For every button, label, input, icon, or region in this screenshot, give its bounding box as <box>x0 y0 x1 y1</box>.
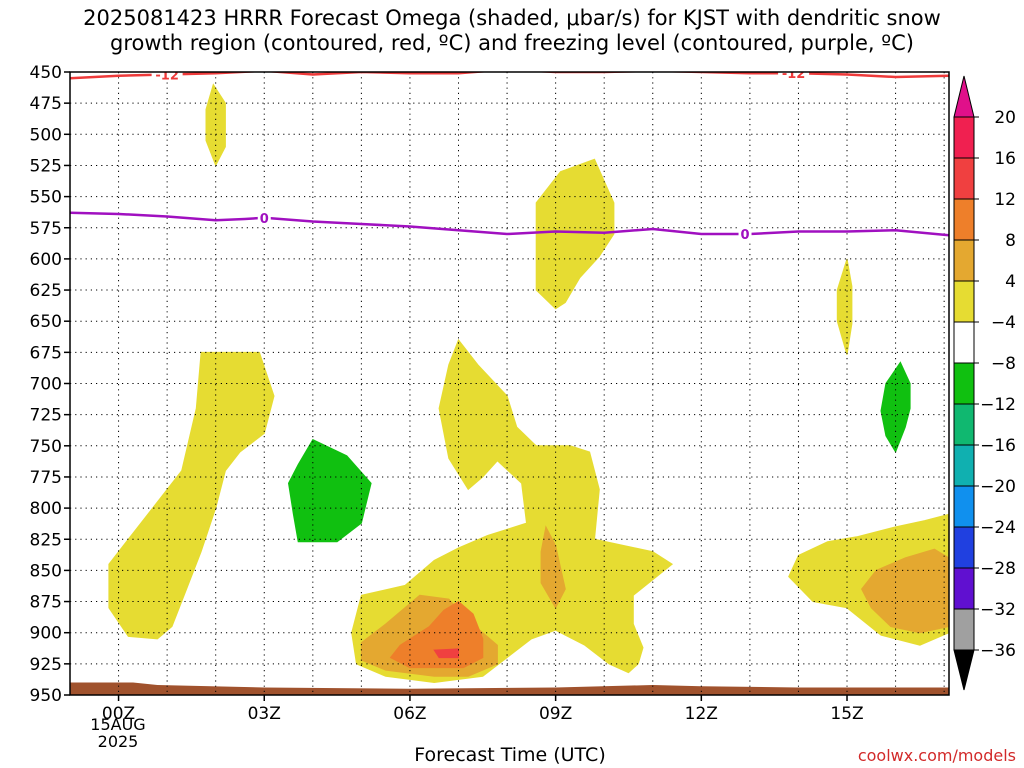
contour-dgz_minus12 <box>70 72 949 80</box>
x-tick-label-12: 12Z <box>685 704 718 724</box>
y-tick-label-800: 800 <box>30 499 62 519</box>
colorbar-label-0: 20 <box>994 108 1016 128</box>
y-tick-label-500: 500 <box>30 125 62 145</box>
omega-region-1 <box>535 158 615 310</box>
credit-link[interactable]: coolwx.com/models <box>857 746 1016 765</box>
terrain-layer <box>70 682 949 695</box>
omega-region-3 <box>108 351 275 640</box>
x-tick-label-3: 03Z <box>248 704 281 724</box>
contour-label-dgz_minus12-0: -12 <box>155 68 179 83</box>
contour-freezing_0 <box>70 211 949 237</box>
colorbar-band-2 <box>953 198 975 241</box>
y-tick-label-625: 625 <box>30 281 62 301</box>
colorbar-band-6 <box>953 362 975 405</box>
contour-label-bg-freezing_0-1 <box>738 225 752 242</box>
omega-shading <box>108 83 949 684</box>
colorbar-top-cap <box>953 75 975 118</box>
y-tick-label-900: 900 <box>30 624 62 644</box>
colorbar-label-1: 16 <box>994 149 1016 169</box>
colorbar-label-2: 12 <box>994 190 1016 210</box>
colorbar-band-3 <box>953 239 975 282</box>
colorbar-label-10: −24 <box>980 518 1016 538</box>
x-axis-label: Forecast Time (UTC) <box>414 744 606 766</box>
date-label-year: 2025 <box>97 732 139 751</box>
y-tick-label-825: 825 <box>30 530 62 550</box>
y-tick-label-775: 775 <box>30 468 62 488</box>
colorbar-band-4 <box>953 280 975 323</box>
colorbar-band-last <box>953 608 975 651</box>
colorbar-label-3: 8 <box>1005 231 1016 251</box>
colorbar-band-0 <box>953 116 975 159</box>
y-tick-label-725: 725 <box>30 406 62 426</box>
omega-region-11 <box>287 438 372 543</box>
omega-region-8 <box>861 548 949 634</box>
title-line-1: 2025081423 HRRR Forecast Omega (shaded, … <box>83 6 941 30</box>
colorbar: 20 16 12 8 4 −4 −8 −12 −16 −20 −24 −28 −32 −36 <box>953 75 1016 691</box>
colorbar-label-9: −20 <box>980 477 1016 497</box>
contour-layer: -12 -12 0 0 <box>70 67 949 243</box>
colorbar-label-6: −8 <box>991 354 1016 374</box>
y-tick-label-450: 450 <box>30 63 62 83</box>
colorbar-band-11 <box>953 567 975 610</box>
colorbar-label-11: −28 <box>980 559 1016 579</box>
omega-region-9 <box>389 600 484 669</box>
colorbar-band-8 <box>953 444 975 487</box>
omega-region-10 <box>433 648 459 659</box>
y-tick-label-700: 700 <box>30 375 62 395</box>
grid <box>70 72 949 695</box>
contour-label-freezing_0-0: 0 <box>260 212 269 227</box>
axes: 450 475 500 525 550 575 600 625 650 675 700 725 750 7… <box>30 63 950 724</box>
y-tick-label-925: 925 <box>30 655 62 675</box>
colorbar-band-10 <box>953 526 975 569</box>
colorbar-label-12: −32 <box>980 600 1016 620</box>
date-label-day: 15AUG <box>90 715 146 734</box>
contour-label-bg-dgz_minus12-1 <box>778 72 810 82</box>
y-tick-label-600: 600 <box>30 250 62 270</box>
y-tick-label-750: 750 <box>30 437 62 457</box>
x-tick-label-15: 15Z <box>830 704 863 724</box>
y-tick-label-525: 525 <box>30 156 62 176</box>
colorbar-label-13: −36 <box>980 641 1016 661</box>
contour-label-bg-freezing_0-0 <box>257 209 271 226</box>
y-tick-label-875: 875 <box>30 593 62 613</box>
omega-region-12 <box>880 361 911 454</box>
colorbar-band-5 <box>953 321 975 364</box>
colorbar-band-7 <box>953 403 975 446</box>
y-tick-label-475: 475 <box>30 94 62 114</box>
y-tick-label-550: 550 <box>30 188 62 208</box>
colorbar-label-8: −16 <box>980 436 1016 456</box>
y-tick-label-850: 850 <box>30 561 62 581</box>
title-line-2: growth region (contoured, red, ºC) and f… <box>110 31 914 55</box>
contour-label-dgz_minus12-1: -12 <box>782 67 806 82</box>
colorbar-label-4: 4 <box>1005 272 1016 292</box>
chart-title: 2025081423 HRRR Forecast Omega (shaded, … <box>0 6 1024 56</box>
contour-label-bg-dgz_minus12-0 <box>151 72 183 83</box>
y-tick-label-675: 675 <box>30 343 62 363</box>
colorbar-band-9 <box>953 485 975 528</box>
y-tick-label-950: 950 <box>30 686 62 706</box>
colorbar-band-1 <box>953 157 975 200</box>
contour-label-freezing_0-1: 0 <box>741 228 750 243</box>
x-tick-label-0: 00Z <box>102 704 135 724</box>
y-tick-label-575: 575 <box>30 219 62 239</box>
y-tick-label-650: 650 <box>30 312 62 332</box>
terrain-fill <box>70 682 949 695</box>
omega-region-2 <box>836 258 853 355</box>
x-tick-label-6: 06Z <box>393 704 426 724</box>
colorbar-label-5: −4 <box>991 313 1016 333</box>
colorbar-bottom-cap <box>953 649 975 691</box>
x-tick-label-9: 09Z <box>539 704 572 724</box>
colorbar-label-7: −12 <box>980 395 1016 415</box>
